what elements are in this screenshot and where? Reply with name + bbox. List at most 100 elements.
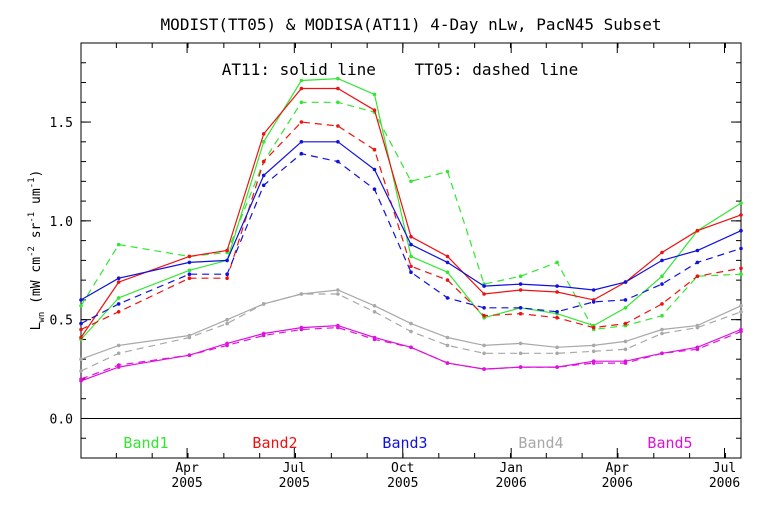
band3-solid-point-0 — [79, 298, 83, 302]
band1-solid-point-4 — [261, 140, 266, 144]
band5-dashed-point-0 — [79, 377, 83, 381]
band4-dashed-point-10 — [482, 351, 486, 356]
band5-dashed-point-4 — [261, 333, 266, 338]
band2-solid-point-1 — [116, 280, 121, 284]
band3-solid-point-1 — [116, 276, 121, 281]
band1-dashed-point-5 — [299, 100, 304, 105]
x-tick-month-5: Jul — [713, 461, 736, 476]
band3-dashed-point-17 — [739, 246, 743, 251]
band3-solid-point-9 — [445, 260, 450, 265]
band3-dashed-point-3 — [225, 272, 229, 277]
band1-dashed-point-9 — [445, 169, 450, 174]
band4-dashed-point-16 — [695, 325, 700, 330]
band3-dashed-line — [80, 153, 742, 325]
band1-solid-point-17 — [739, 201, 743, 205]
band2-dashed-point-4 — [261, 159, 266, 164]
band3-solid-point-14 — [623, 280, 628, 284]
band3-dashed-point-5 — [299, 151, 304, 156]
chart-title: MODIST(TT05) & MODISA(AT11) 4-Day nLw, P… — [161, 15, 662, 34]
band4-dashed-point-17 — [739, 310, 743, 314]
band3-solid-point-6 — [336, 140, 340, 144]
band4-solid-point-12 — [555, 345, 559, 350]
band3-solid-point-3 — [225, 258, 229, 263]
y-tick-label-2: 1.0 — [50, 215, 73, 230]
band2-dashed-point-10 — [482, 313, 486, 318]
band1-dashed-point-17 — [739, 272, 743, 277]
band2-solid-point-12 — [555, 290, 559, 294]
band1-dashed-line — [80, 101, 742, 331]
band2-dashed-point-14 — [623, 321, 628, 326]
legend-item-band4: Band4 — [518, 434, 563, 452]
band4-solid-point-15 — [660, 327, 664, 332]
band1-solid-point-6 — [336, 76, 340, 81]
band3-dashed-point-12 — [555, 310, 559, 314]
band2-dashed-point-15 — [660, 302, 664, 306]
x-tick-year-5: 2006 — [709, 476, 740, 491]
band2-solid-point-6 — [336, 86, 340, 91]
band4-solid-point-9 — [445, 335, 450, 340]
band3-dashed-point-11 — [518, 306, 523, 310]
band5-dashed-point-15 — [660, 351, 664, 356]
band4-dashed-point-15 — [660, 331, 664, 336]
band3-solid-point-11 — [518, 282, 523, 286]
band3-solid-point-17 — [739, 228, 743, 233]
x-tick-month-4: Apr — [606, 461, 630, 476]
band3-solid-point-5 — [299, 140, 304, 144]
band3-solid-line — [80, 141, 742, 301]
band2-solid-point-2 — [187, 254, 192, 259]
band2-dashed-point-0 — [79, 327, 83, 332]
band5-dashed-point-8 — [409, 345, 413, 350]
x-tick-year-4: 2006 — [602, 476, 633, 491]
band1-solid-point-2 — [187, 268, 192, 273]
band1-dashed-point-12 — [555, 260, 559, 265]
axes: 0.00.51.01.5Apr2005Jul2005Oct2005Jan2006… — [50, 43, 741, 491]
band4-dashed-point-12 — [555, 351, 559, 356]
band3-dashed-point-16 — [695, 260, 700, 265]
band5-dashed-point-10 — [482, 367, 486, 371]
legend-item-band3: Band3 — [382, 434, 427, 452]
band4-solid-point-1 — [116, 343, 121, 348]
band4-solid-point-13 — [591, 343, 596, 348]
band5-dashed-point-2 — [187, 353, 192, 358]
band4-dashed-point-8 — [409, 329, 413, 334]
band2-solid-point-8 — [409, 234, 413, 239]
band5-dashed-point-9 — [445, 361, 450, 365]
band4-dashed-point-2 — [187, 335, 192, 340]
band2-solid-point-3 — [225, 248, 229, 253]
band1-solid-line — [80, 77, 742, 340]
band1-solid-point-1 — [116, 296, 121, 300]
band2-solid-line — [80, 87, 742, 338]
band2-solid-point-9 — [445, 254, 450, 259]
x-tick-month-3: Jan — [499, 461, 522, 476]
band5-dashed-point-16 — [695, 347, 700, 352]
band2-dashed-point-5 — [299, 120, 304, 124]
band3-solid-point-13 — [591, 288, 596, 292]
x-tick-year-3: 2006 — [496, 476, 527, 491]
band1-solid-point-7 — [372, 92, 377, 97]
band4-solid-line — [80, 289, 742, 360]
band3-solid-point-10 — [482, 284, 486, 288]
y-tick-label-3: 1.5 — [50, 116, 73, 131]
band2-solid-point-10 — [482, 292, 486, 296]
band3-solid-point-2 — [187, 260, 192, 265]
band3-solid-point-16 — [695, 248, 700, 253]
band4-dashed-point-5 — [299, 292, 304, 296]
band3-dashed-point-15 — [660, 282, 664, 286]
legend-item-band5: Band5 — [647, 434, 692, 452]
band2-dashed-point-2 — [187, 276, 192, 281]
y-tick-label-0: 0.0 — [50, 412, 73, 427]
legend-item-band2: Band2 — [252, 434, 297, 452]
legend: Band1 Band2 Band3 Band4 Band5 — [123, 434, 692, 452]
band2-dashed-point-1 — [116, 310, 121, 314]
band4-dashed-point-14 — [623, 347, 628, 352]
band3-dashed-point-2 — [187, 272, 192, 277]
band3-dashed-point-4 — [261, 183, 266, 188]
x-tick-month-0: Apr — [175, 461, 199, 476]
band2-dashed-point-11 — [518, 311, 523, 316]
band4-solid-point-6 — [336, 288, 340, 292]
band3-solid-point-12 — [555, 284, 559, 288]
band4-solid-point-3 — [225, 317, 229, 322]
band4-dashed-point-9 — [445, 343, 450, 348]
band5-dashed-point-1 — [116, 363, 121, 367]
